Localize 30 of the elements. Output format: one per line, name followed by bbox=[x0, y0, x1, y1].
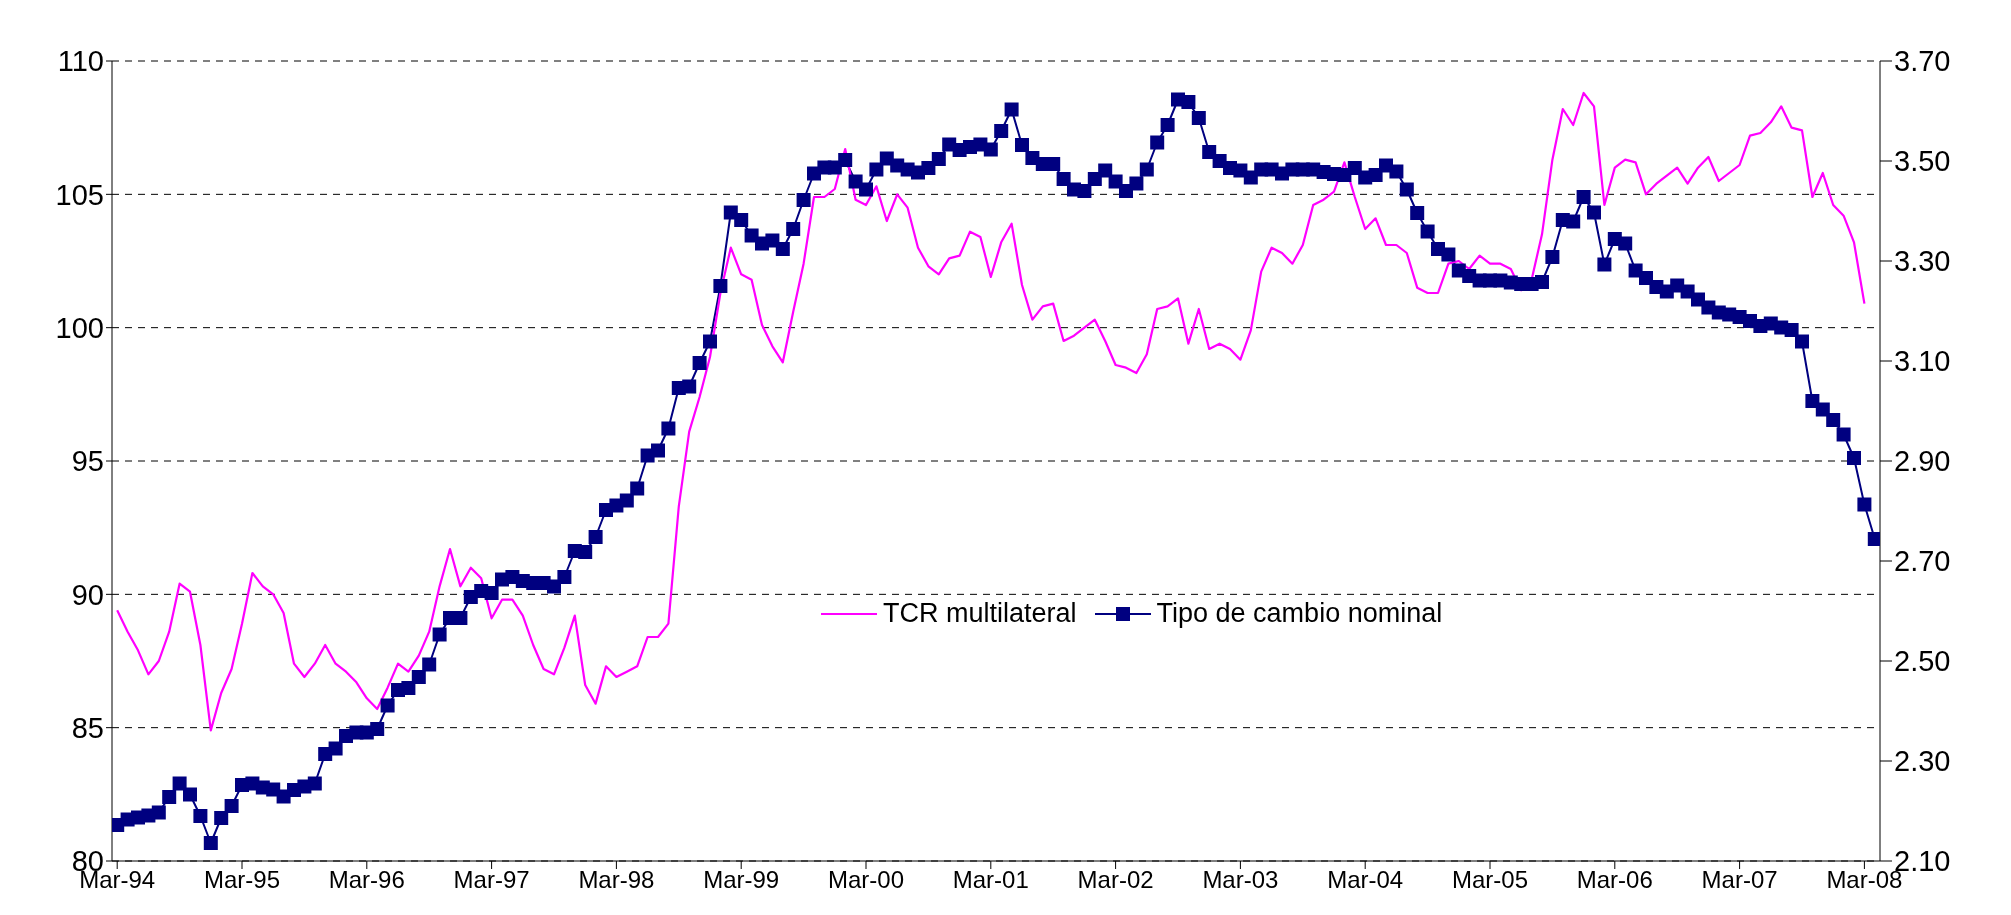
x-tick-label: Mar-04 bbox=[1327, 866, 1404, 894]
x-tick-label: Mar-96 bbox=[328, 866, 405, 894]
line-series bbox=[116, 91, 1866, 732]
x-tick-label: Mar-97 bbox=[453, 866, 530, 894]
y-tick-label: 85 bbox=[71, 711, 104, 744]
y-tick-label: 100 bbox=[55, 311, 104, 344]
x-tick-label: Mar-06 bbox=[1576, 866, 1653, 894]
x-tick-label: Mar-98 bbox=[578, 866, 655, 894]
x-tick-label: Mar-05 bbox=[1451, 866, 1529, 894]
y2-tick-label: 2.90 bbox=[1894, 445, 1951, 478]
y2-tick-label: 3.10 bbox=[1894, 345, 1951, 378]
y2-tick-label: 3.70 bbox=[1894, 45, 1951, 78]
x-tick-label: Mar-95 bbox=[203, 866, 281, 894]
y2-tick-label: 3.50 bbox=[1894, 145, 1951, 178]
y2-tick-label: 2.30 bbox=[1894, 745, 1951, 778]
y2-tick-label: 2.70 bbox=[1894, 545, 1951, 578]
legend-label: TCR multilateral bbox=[883, 598, 1077, 629]
y-tick-label: 90 bbox=[71, 578, 104, 611]
x-tick-label: Mar-00 bbox=[827, 866, 905, 894]
x-tick-label: Mar-03 bbox=[1202, 866, 1279, 894]
y-tick-label: 110 bbox=[57, 45, 104, 78]
x-tick-label: Mar-01 bbox=[952, 866, 1029, 894]
x-tick-label: Mar-99 bbox=[703, 866, 780, 894]
x-tick-label: Mar-07 bbox=[1701, 866, 1778, 894]
y2-tick-label: 2.50 bbox=[1894, 645, 1951, 678]
y2-tick-label: 3.30 bbox=[1894, 245, 1951, 278]
x-tick-label: Mar-02 bbox=[1077, 866, 1154, 894]
legend-label: Tipo de cambio nominal bbox=[1156, 598, 1443, 629]
y-tick-label: 95 bbox=[71, 445, 104, 478]
y-tick-label: 105 bbox=[55, 178, 104, 211]
